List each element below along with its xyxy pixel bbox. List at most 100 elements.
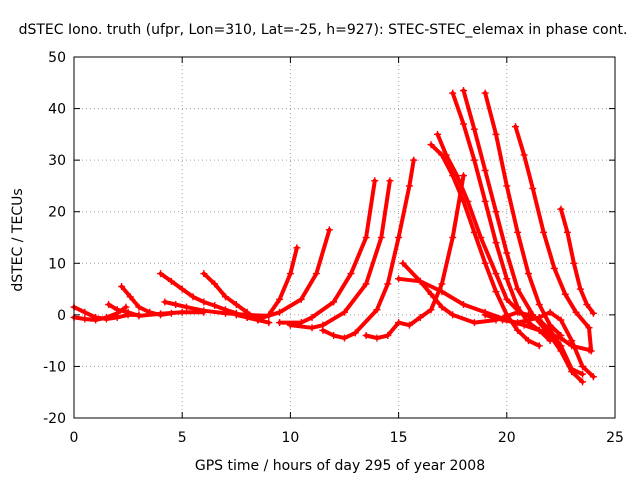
data-point	[503, 275, 511, 283]
y-tick-label: 10	[48, 256, 66, 272]
data-point	[362, 331, 370, 339]
x-tick-label: 25	[606, 430, 624, 446]
data-point	[520, 151, 528, 159]
data-series-3	[105, 301, 208, 320]
data-series-18	[449, 89, 554, 345]
data-point	[438, 303, 446, 311]
data-point	[330, 298, 338, 306]
data-point	[105, 301, 113, 309]
data-point	[535, 326, 543, 334]
data-point	[524, 270, 532, 278]
data-point	[124, 308, 132, 316]
data-point	[254, 315, 262, 323]
data-series-2	[70, 303, 130, 324]
data-point	[126, 293, 134, 301]
data-point	[221, 293, 229, 301]
data-point	[265, 319, 273, 327]
data-point	[470, 156, 478, 164]
series-trace	[288, 178, 392, 330]
data-point	[481, 89, 489, 97]
data-point	[579, 370, 587, 378]
y-tick-label: 20	[48, 205, 66, 221]
series-trace	[201, 271, 256, 320]
series-trace	[558, 207, 596, 316]
data-point	[492, 239, 500, 247]
data-series-6	[161, 298, 273, 320]
data-point	[568, 368, 576, 376]
data-series-13	[362, 172, 468, 342]
data-point	[416, 277, 424, 285]
data-point	[362, 280, 370, 288]
data-point	[434, 130, 442, 138]
data-point	[427, 141, 435, 149]
x-tick-label: 20	[498, 430, 516, 446]
gridlines	[74, 57, 615, 418]
y-axis-label: dSTEC / TECUs	[10, 188, 26, 291]
data-point	[576, 285, 584, 293]
data-point	[221, 309, 229, 317]
data-point	[585, 324, 593, 332]
data-point	[535, 313, 543, 321]
data-point	[395, 319, 403, 327]
data-point	[514, 319, 522, 327]
data-point	[384, 280, 392, 288]
data-point	[81, 315, 89, 323]
data-point	[377, 234, 385, 241]
data-point	[232, 301, 240, 309]
data-point	[579, 362, 587, 370]
data-series-12	[319, 156, 418, 342]
chart-title: dSTEC Iono. truth (ufpr, Lon=310, Lat=-2…	[19, 22, 628, 38]
data-point	[362, 234, 370, 241]
data-point	[546, 321, 554, 329]
x-tick-label: 10	[281, 430, 299, 446]
data-point	[557, 316, 565, 324]
data-point	[449, 234, 457, 241]
data-point	[460, 120, 468, 128]
series-trace	[483, 91, 563, 338]
data-point	[395, 275, 403, 283]
data-point	[470, 125, 478, 133]
data-point	[211, 280, 219, 288]
data-point	[200, 270, 208, 278]
data-point	[470, 319, 478, 327]
data-series-9	[254, 226, 333, 323]
data-point	[514, 228, 522, 236]
data-point	[503, 249, 511, 257]
data-point	[399, 259, 407, 267]
data-point	[529, 185, 537, 193]
data-point	[178, 285, 186, 293]
x-tick-label: 15	[390, 430, 408, 446]
data-point	[427, 306, 435, 314]
data-point	[113, 306, 121, 314]
plot-frame	[73, 56, 616, 419]
data-point	[481, 259, 489, 267]
data-point	[535, 342, 543, 350]
data-point	[183, 303, 191, 311]
data-point	[157, 270, 165, 278]
data-point	[319, 326, 327, 334]
data-point	[481, 197, 489, 205]
data-series-16	[427, 141, 543, 350]
data-point	[211, 302, 219, 310]
data-point	[535, 301, 543, 309]
data-point	[438, 280, 446, 288]
y-tick-label: 50	[48, 50, 66, 66]
data-point	[293, 244, 301, 252]
data-point	[371, 177, 379, 185]
x-tick-label: 5	[178, 430, 187, 446]
data-series-21	[511, 123, 595, 355]
data-point	[427, 290, 435, 298]
data-point	[276, 295, 284, 303]
series-trace	[255, 227, 332, 321]
series-trace	[364, 173, 466, 341]
data-point	[481, 311, 489, 319]
data-point	[449, 311, 457, 319]
data-point	[308, 313, 316, 321]
data-point	[286, 321, 294, 329]
data-point	[178, 308, 186, 316]
data-point	[492, 208, 500, 216]
data-point	[550, 264, 558, 272]
data-point	[503, 311, 511, 319]
data-point	[557, 331, 565, 339]
data-point	[347, 270, 355, 278]
